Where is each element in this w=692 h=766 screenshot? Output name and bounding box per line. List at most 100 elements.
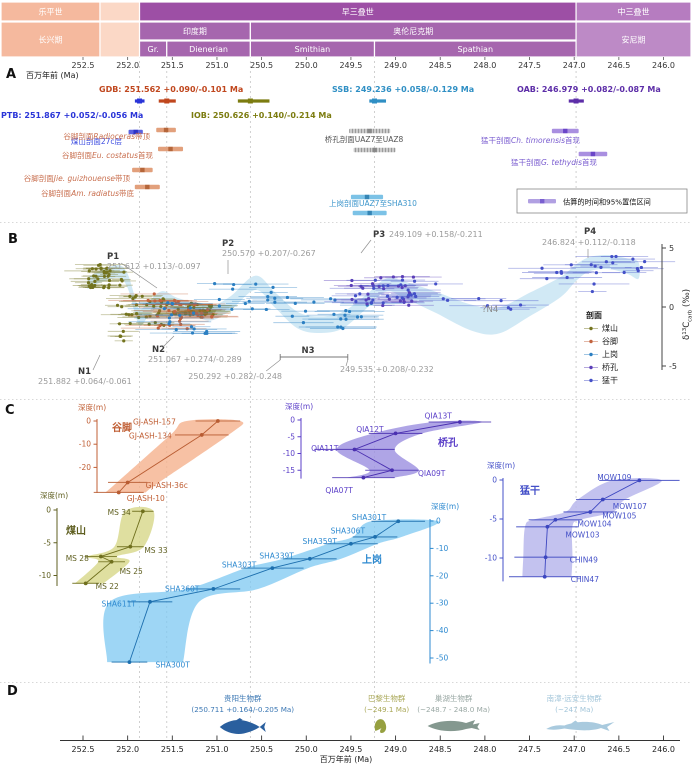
c-point-MOW107 [600,497,605,502]
top-tick-label: 248.5 [429,61,452,70]
n3-leader-r [345,359,349,367]
c-band-qiaokong [336,420,483,478]
data-point [194,311,199,315]
data-point [127,313,131,317]
c-point-MS 22 [83,581,88,586]
data-point [631,257,635,261]
b-legend-label-gujiao: 谷脚 [602,336,618,346]
b-legend-label-shanggang: 上岗 [602,350,618,359]
data-point [98,262,102,267]
data-point [210,315,214,319]
data-point [250,307,254,311]
data-point [364,298,368,302]
data-point [366,292,370,296]
data-point [341,326,345,331]
data-point [386,283,390,288]
data-point [107,272,111,277]
excursion-value-P2: 250.570 +0.207/-0.267 [222,249,316,258]
data-point [271,285,275,289]
data-point [191,311,196,315]
data-point [639,265,643,270]
excursion-id-P3: P3 [373,230,385,240]
timescale-label-10: Spathian [458,45,493,54]
top-tick-label: 246.0 [652,61,675,70]
top-tick-label: 247.5 [518,61,541,70]
data-point [301,321,306,325]
scatter-points-mengan-11 [401,296,549,311]
timescale-cell-2 [99,1,141,22]
bottom-tick-label: 246.5 [607,745,630,754]
c-sample-label-SHA306T: SHA306T [331,526,366,535]
data-point [153,320,157,325]
data-point [445,298,450,302]
data-point [189,325,194,329]
boundary-marker-PTB [137,98,143,104]
data-point [349,283,353,288]
bottom-tick-label: 251.5 [161,745,184,754]
b-confidence-band [87,255,640,335]
boundary-label-OAB: OAB: 246.979 +0.082/-0.087 Ma [517,85,661,94]
data-point [350,278,354,283]
c-point-MS 34 [140,509,145,514]
data-point [124,312,128,316]
c-axis-tick-label-qiaokong: -5 [288,432,296,441]
data-point [137,315,141,320]
data-point [254,282,258,286]
top-tick-label: 250.0 [295,61,318,70]
n3-leader-l [265,359,281,372]
c-point-MOW104 [553,517,558,522]
c-sample-label-GJ-ASH-157: GJ-ASH-157 [133,418,176,427]
c-point-MS 33 [128,544,133,549]
c-axis-tick-label-shanggang: 0 [436,517,441,526]
bottom-tick-label: 248.0 [473,745,496,754]
c-point-QIA13T [457,420,462,424]
c-point-MOW105 [588,510,593,514]
excursion-id-N2: N2 [152,345,165,355]
n3-left-value: 250.292 +0.282/-0.248 [188,372,282,381]
data-point [178,317,183,321]
data-point [230,307,234,311]
scatter-points-mengan-10 [324,278,463,305]
biota-age-3: (~247 Ma) [555,705,593,714]
c-sample-label-MOW103: MOW103 [565,530,599,539]
top-tick-label: 246.5 [607,61,630,70]
data-point [146,298,150,302]
data-point [555,270,559,275]
data-point [359,315,363,319]
timescale-label-1: 长兴期 [39,35,63,45]
biota-age-1: (~249.1 Ma) [364,705,409,714]
excursion-leader-P1 [120,262,158,289]
data-point [87,269,91,273]
panel-d-label: D [7,684,18,699]
excursion-id-P2: P2 [222,239,234,249]
data-point [120,305,124,309]
data-point [87,277,91,281]
panel-b-label: B [8,232,18,247]
excursion-leader-N2 [162,335,175,348]
data-point [385,294,390,298]
data-point [569,263,573,267]
data-point [167,308,171,313]
c-sample-label-GJ-ASH-36c: GJ-ASH-36c [146,481,188,490]
data-point [170,302,175,306]
c-sample-label-GJ-ASH-134: GJ-ASH-134 [129,431,172,440]
data-point [339,317,343,321]
slender-fish-icon-path [427,720,480,732]
data-point [350,297,354,302]
shrimp-icon-path [374,719,387,733]
c-sample-label-SHA359T: SHA359T [302,537,337,546]
data-point [485,304,490,308]
data-point [105,270,109,274]
constraint-label-mg-g: 猛干剖面G. tethydis首现 [511,157,598,167]
c-sample-label-MS 25: MS 25 [120,567,143,576]
constraint-bar-center-mg-g-0 [590,151,596,157]
data-point [266,294,270,299]
excursion-leader-N1 [92,354,101,371]
c-sample-label-MS 34: MS 34 [108,508,131,517]
data-point [205,331,209,335]
c-sample-label-MOW104: MOW104 [577,519,611,528]
bottom-tick-label: 246.0 [652,745,675,754]
c-section-title-gujiao: 谷脚 [112,421,132,434]
